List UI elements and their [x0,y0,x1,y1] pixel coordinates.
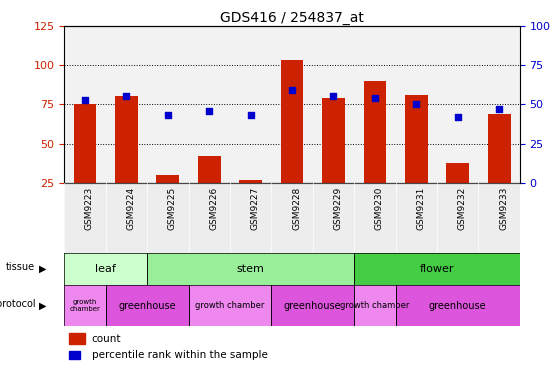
Text: leaf: leaf [95,264,116,274]
Bar [479,183,520,253]
Bar [115,96,138,183]
Point [205,108,214,113]
Bar [313,183,354,253]
Bar [188,183,230,253]
Text: count: count [92,334,121,344]
Bar [437,183,479,253]
Bar [64,26,106,183]
Text: growth protocol: growth protocol [0,299,35,309]
Text: growth chamber: growth chamber [195,301,264,310]
Text: greenhouse: greenhouse [284,300,342,311]
Point [288,87,297,93]
Bar [69,333,85,344]
Bar [354,183,396,253]
Text: flower: flower [420,264,454,274]
Text: GSM9230: GSM9230 [375,187,384,230]
Bar [157,175,179,183]
Text: growth chamber: growth chamber [340,301,410,310]
Bar [198,156,221,183]
Point [453,114,462,120]
Bar [106,183,147,253]
Point [412,101,421,107]
Text: stem: stem [236,264,264,274]
Bar [479,26,520,183]
Bar [446,163,469,183]
Text: GSM9227: GSM9227 [250,187,260,230]
Point [371,95,380,101]
Text: GSM9224: GSM9224 [126,187,135,229]
Bar [271,26,313,183]
Text: percentile rank within the sample: percentile rank within the sample [92,350,268,360]
Point [495,106,504,112]
Bar [363,81,386,183]
Bar [64,183,106,253]
Bar [437,26,479,183]
Bar [313,26,354,183]
Bar [147,26,188,183]
Title: GDS416 / 254837_at: GDS416 / 254837_at [220,11,364,25]
Bar [69,351,80,359]
Bar [354,26,396,183]
Text: GSM9233: GSM9233 [499,187,508,230]
Text: ▶: ▶ [39,300,46,311]
Point [329,93,338,99]
Text: GSM9225: GSM9225 [168,187,177,230]
Bar [322,98,345,183]
Point [163,112,172,118]
Point [80,97,89,102]
Bar [281,60,304,183]
Text: greenhouse: greenhouse [429,300,486,311]
Bar [488,114,510,183]
Bar [405,95,428,183]
Text: GSM9228: GSM9228 [292,187,301,230]
Point [246,112,255,118]
Text: GSM9229: GSM9229 [334,187,343,230]
Text: tissue: tissue [6,262,35,272]
Text: GSM9226: GSM9226 [209,187,218,230]
Text: growth
chamber: growth chamber [69,299,101,312]
Text: ▶: ▶ [39,264,46,274]
Bar [230,183,271,253]
Bar [396,26,437,183]
Bar [239,180,262,183]
Point [122,93,131,99]
Bar [396,183,437,253]
Bar [188,26,230,183]
Text: GSM9223: GSM9223 [85,187,94,230]
Bar [74,104,96,183]
Text: GSM9232: GSM9232 [458,187,467,230]
Bar [271,183,313,253]
Bar [147,183,188,253]
Text: GSM9231: GSM9231 [416,187,425,230]
Text: greenhouse: greenhouse [119,300,176,311]
Bar [230,26,271,183]
Bar [106,26,147,183]
